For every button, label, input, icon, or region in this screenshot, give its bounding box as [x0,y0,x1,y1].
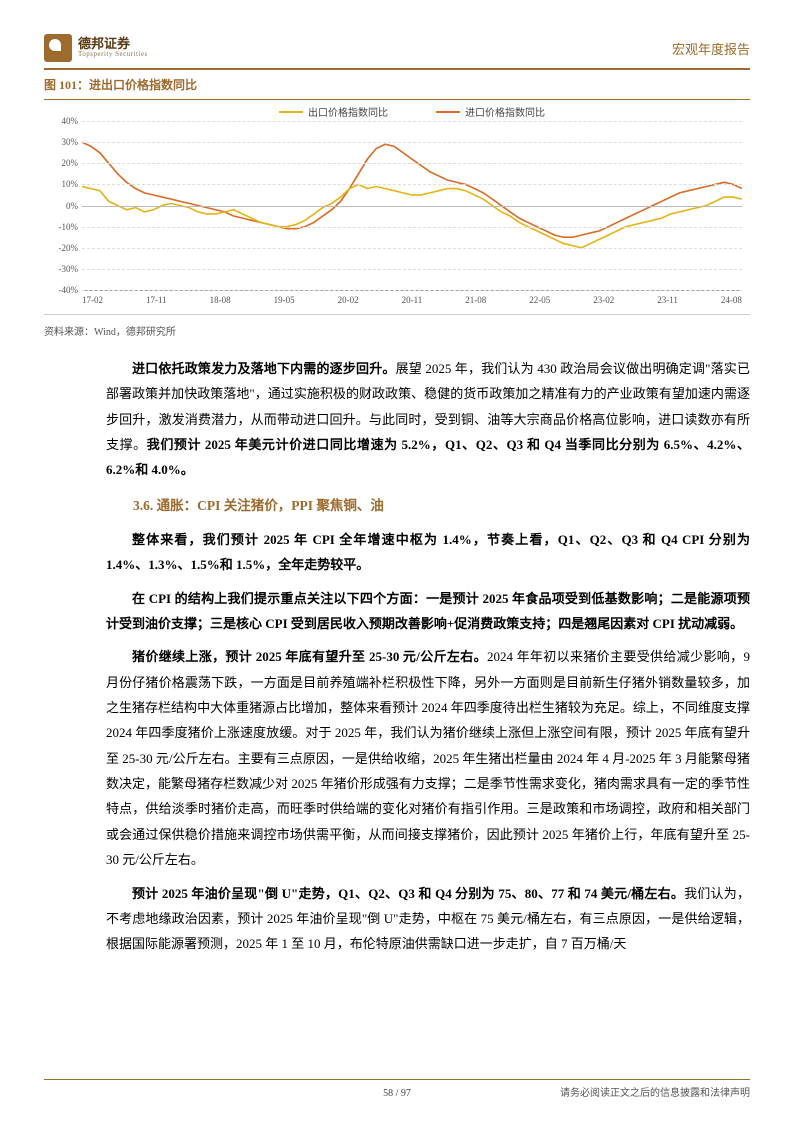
price-index-chart: 出口价格指数同比 进口价格指数同比 -40%-30%-20%-10%0%10%2… [44,100,750,308]
paragraph-1: 进口依托政策发力及落地下内需的逐步回升。展望 2025 年，我们认为 430 政… [106,356,750,483]
section-heading: 3.6. 通胀：CPI 关注猪价，PPI 聚焦铜、油 [106,493,750,519]
paragraph-5: 预计 2025 年油价呈现"倒 U"走势，Q1、Q2、Q3 和 Q4 分别为 7… [106,881,750,957]
figure-title: 图 101：进出口价格指数同比 [44,70,750,97]
brand-name-en: Topsperity Securities [78,51,148,59]
legend-1: 出口价格指数同比 [308,104,388,119]
logo-icon [44,34,72,62]
doc-type-label: 宏观年度报告 [672,39,750,58]
brand-name-cn: 德邦证券 [78,37,148,51]
disclaimer-text: 请务必阅读正文之后的信息披露和法律声明 [560,1084,750,1099]
paragraph-2: 整体来看，我们预计 2025 年 CPI 全年增速中枢为 1.4%，节奏上看，Q… [106,527,750,578]
paragraph-4: 猪价继续上涨，预计 2025 年底有望升至 25-30 元/公斤左右。2024 … [106,644,750,872]
page-footer: 请务必阅读正文之后的信息披露和法律声明 [44,1079,750,1099]
chart-source: 资料来源：Wind，德邦研究所 [44,314,750,344]
legend-2: 进口价格指数同比 [465,104,545,119]
report-header: 德邦证券 Topsperity Securities 宏观年度报告 [44,34,750,68]
chart-legend: 出口价格指数同比 进口价格指数同比 [82,104,742,121]
brand-logo: 德邦证券 Topsperity Securities [44,34,148,62]
x-axis-ticks: 17-0217-1118-0819-0520-0220-1121-0822-05… [82,291,742,305]
paragraph-3: 在 CPI 的结构上我们提示重点关注以下四个方面：一是预计 2025 年食品项受… [106,586,750,637]
report-body: 进口依托政策发力及落地下内需的逐步回升。展望 2025 年，我们认为 430 政… [44,344,750,957]
